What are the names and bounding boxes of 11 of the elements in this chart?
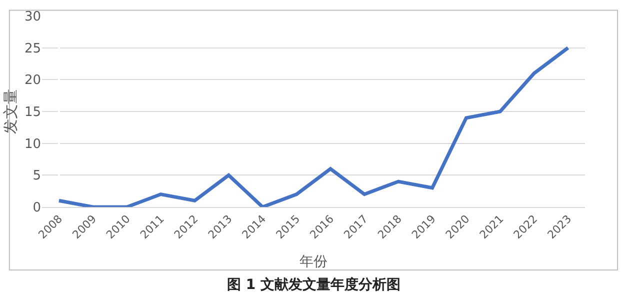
y-tick-label: 15 [24,105,41,120]
text: 图 1 文献发文量年度分析图 [227,276,400,293]
y-tick-label: 10 [24,136,41,152]
x-axis-title: 年份 [300,254,328,270]
y-tick-label: 5 [32,168,41,184]
y-tick-label: 30 [24,10,41,25]
line-series [57,46,570,207]
y-tick-label: 25 [24,41,41,56]
y-axis-title: 发文量 [2,89,20,134]
y-tick-label: 20 [24,73,41,88]
y-tick-label: 0 [32,200,41,216]
